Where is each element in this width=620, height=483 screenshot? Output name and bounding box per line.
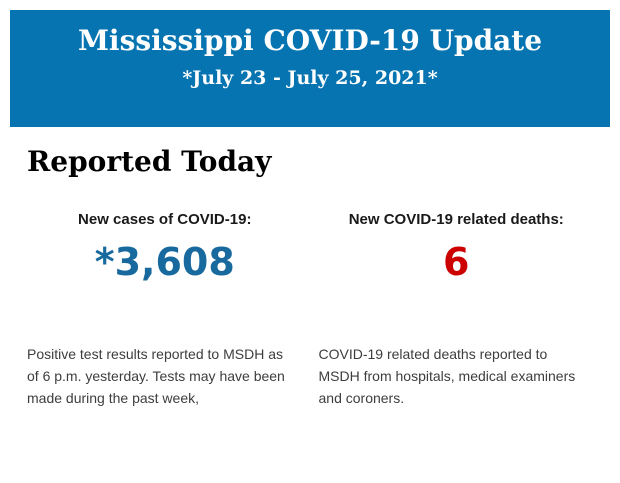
- new-deaths-value: 6: [443, 240, 470, 284]
- new-deaths-description: COVID-19 related deaths reported to MSDH…: [318, 346, 576, 406]
- covid-update-page: Mississippi COVID-19 Update *July 23 - J…: [0, 10, 620, 483]
- new-cases-label: New cases of COVID-19:: [78, 211, 252, 228]
- new-cases-value: *3,608: [94, 240, 235, 284]
- main-content: Reported Today New cases of COVID-19: *3…: [0, 145, 620, 409]
- page-title: Mississippi COVID-19 Update: [77, 24, 543, 57]
- section-heading: Reported Today: [27, 145, 272, 178]
- new-cases-description: Positive test results reported to MSDH a…: [27, 346, 285, 406]
- stat-new-deaths: New COVID-19 related deaths: 6 COVID-19 …: [319, 211, 595, 409]
- stat-new-cases: New cases of COVID-19: *3,608 Positive t…: [27, 211, 303, 409]
- stats-grid: New cases of COVID-19: *3,608 Positive t…: [0, 211, 620, 409]
- new-deaths-label: New COVID-19 related deaths:: [348, 211, 564, 228]
- date-range: *July 23 - July 25, 2021*: [182, 67, 438, 89]
- header-banner: Mississippi COVID-19 Update *July 23 - J…: [10, 10, 610, 127]
